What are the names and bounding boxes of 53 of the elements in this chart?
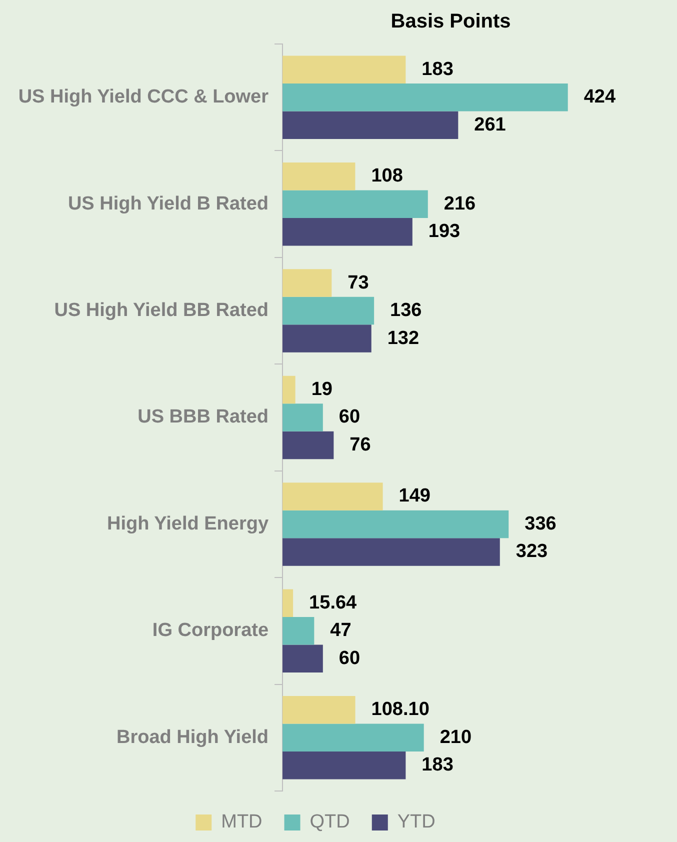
data-label: 136	[390, 300, 422, 322]
y-tick-label: US BBB Rated	[138, 406, 269, 428]
chart-title: Basis Points	[390, 10, 511, 33]
y-tick-label: US High Yield CCC & Lower	[18, 86, 270, 108]
bar	[282, 404, 323, 432]
y-tick-label: IG Corporate	[152, 620, 269, 642]
data-label: 193	[428, 221, 460, 242]
bar	[282, 218, 412, 246]
data-label: 216	[444, 193, 476, 214]
data-label: 210	[440, 726, 472, 748]
bar	[282, 538, 500, 566]
y-tick-label: US High Yield BB Rated	[54, 300, 269, 322]
bar	[282, 269, 332, 297]
data-label: 424	[584, 86, 616, 108]
bar	[282, 617, 314, 645]
data-label: 47	[330, 620, 352, 642]
data-label: 19	[311, 378, 332, 400]
data-label: 336	[524, 513, 556, 534]
bar	[282, 724, 424, 752]
bar	[282, 324, 372, 352]
bar	[282, 752, 406, 780]
data-label: 323	[516, 541, 548, 562]
data-label: 149	[398, 486, 431, 507]
data-label: 261	[474, 114, 506, 136]
bar	[282, 162, 356, 190]
bar	[282, 482, 383, 510]
data-label: 108.10	[371, 699, 430, 720]
bar	[282, 111, 458, 139]
bar	[282, 510, 509, 538]
bar	[282, 190, 428, 218]
bar	[282, 83, 568, 112]
bar	[282, 431, 334, 460]
bar	[282, 644, 323, 673]
data-label: 108	[371, 166, 403, 187]
bar	[282, 296, 374, 325]
y-tick-label: Broad High Yield	[116, 726, 269, 748]
bar	[282, 589, 294, 618]
legend-label: MTD	[221, 812, 262, 833]
y-tick-label: US High Yield B Rated	[68, 193, 269, 214]
legend-label: YTD	[397, 812, 436, 833]
data-label: 60	[338, 406, 360, 428]
data-label: 183	[422, 754, 454, 776]
y-tick-label: High Yield Energy	[106, 513, 269, 534]
bar	[282, 696, 356, 724]
data-label: 76	[350, 434, 371, 456]
data-label: 15.64	[309, 592, 358, 614]
data-label: 73	[348, 272, 369, 294]
bar	[282, 376, 296, 404]
data-label: 132	[387, 328, 420, 349]
legend-label: QTD	[310, 812, 350, 833]
data-label: 60	[338, 648, 360, 669]
bar	[282, 56, 406, 84]
data-label: 183	[422, 58, 454, 80]
